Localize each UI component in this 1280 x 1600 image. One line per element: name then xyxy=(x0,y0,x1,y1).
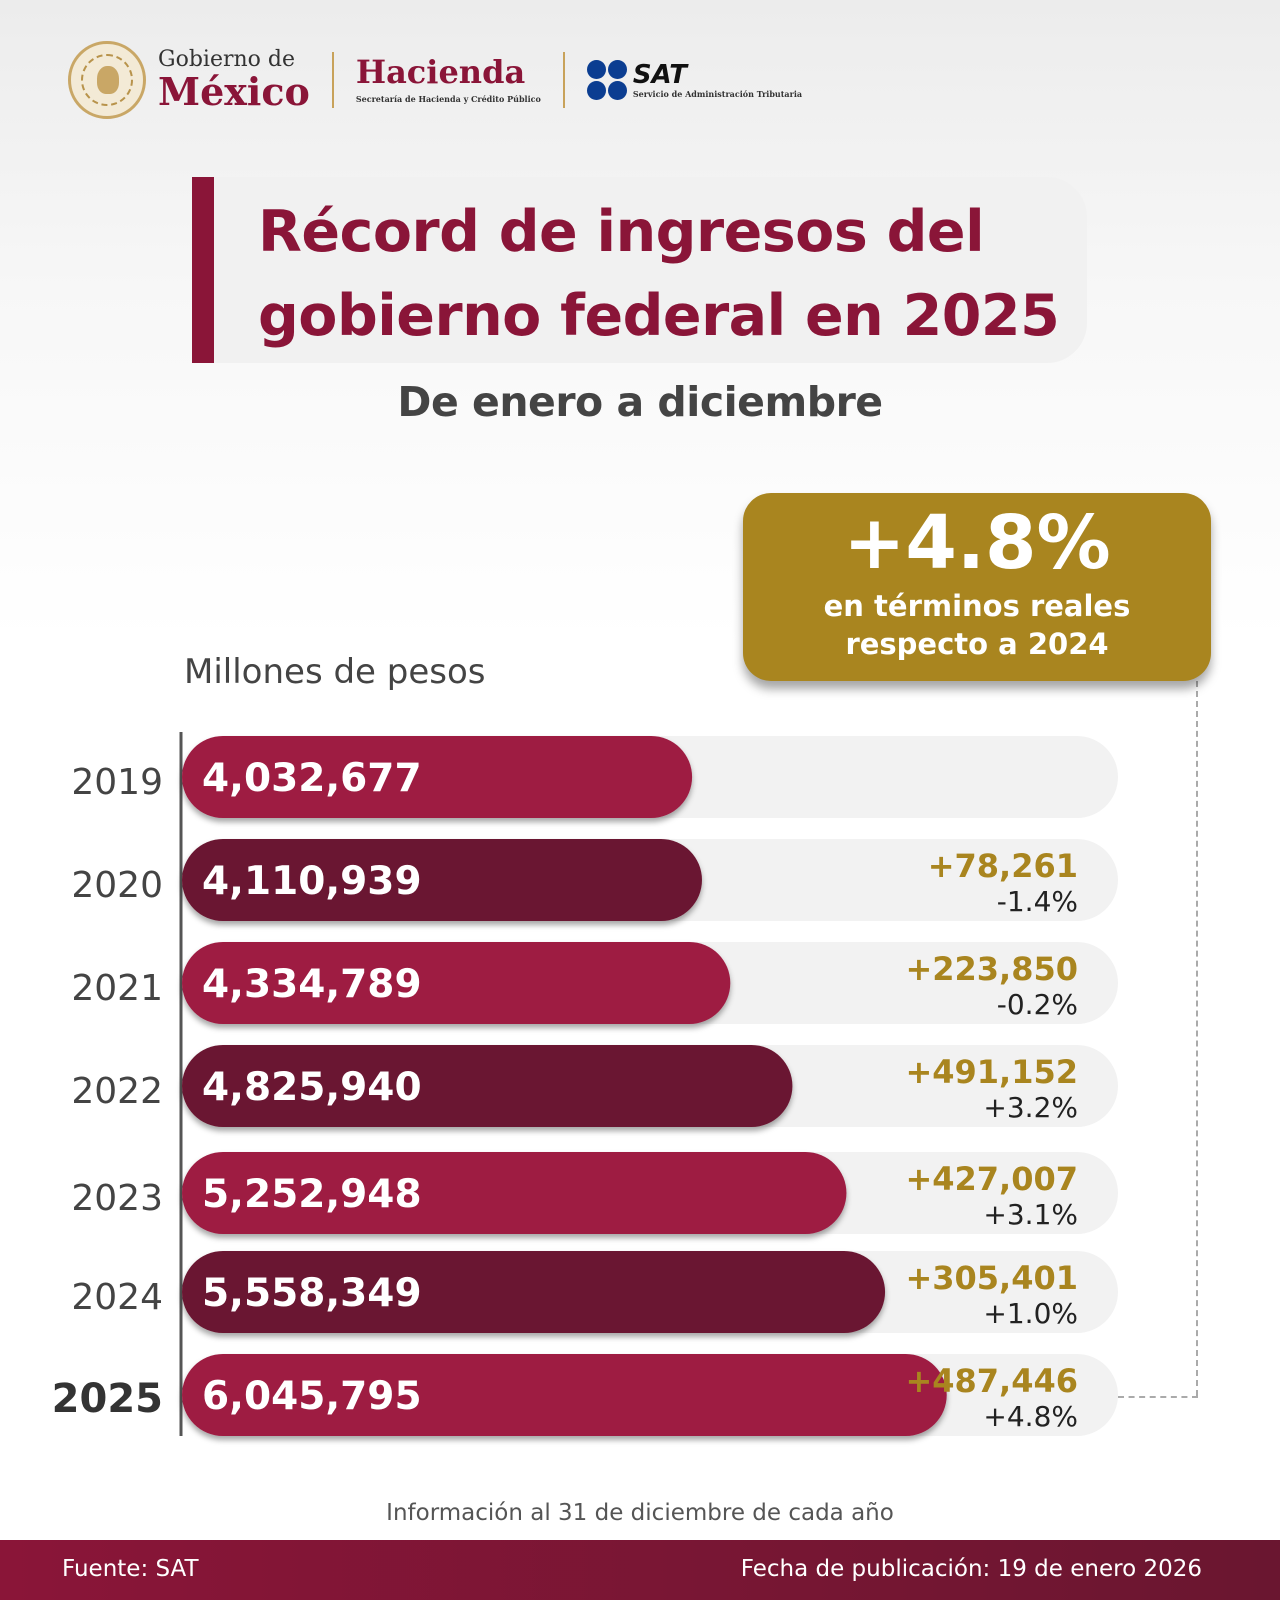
change-absolute-label: +78,261 xyxy=(928,847,1078,885)
bar-track xyxy=(182,1045,1118,1127)
change-absolute-label: +305,401 xyxy=(905,1259,1078,1297)
bar xyxy=(182,1045,793,1127)
growth-highlight-note: en términos reales respecto a 2024 xyxy=(823,589,1131,661)
logo-divider xyxy=(331,52,334,108)
chart-title: Récord de ingresos del gobierno federal … xyxy=(258,190,1078,358)
bar-value-label: 4,334,789 xyxy=(202,962,422,1007)
national-seal-icon xyxy=(68,41,146,119)
bar xyxy=(182,1251,886,1333)
change-percent-label: +1.0% xyxy=(983,1297,1078,1330)
change-absolute-label: +427,007 xyxy=(905,1160,1078,1198)
title-accent-bar xyxy=(192,177,214,363)
footer-bar: Fuente: SAT Fecha de publicación: 19 de … xyxy=(0,1540,1280,1600)
bar-track xyxy=(182,1251,1118,1333)
data-cutoff-note: Información al 31 de diciembre de cada a… xyxy=(386,1500,894,1526)
highlight-connector-horizontal xyxy=(1118,1396,1198,1398)
sat-name: SAT xyxy=(632,60,687,90)
bar xyxy=(182,1152,847,1234)
sat-logo: SAT Servicio de Administración Tributari… xyxy=(586,60,803,100)
bar-track xyxy=(182,942,1118,1024)
header-logos: Gobierno de México Hacienda Secretaría d… xyxy=(68,40,802,120)
axis-unit-label: Millones de pesos xyxy=(184,652,486,692)
year-tick-label: 2021 xyxy=(71,968,163,1009)
change-absolute-label: +223,850 xyxy=(905,950,1078,988)
chart-subtitle: De enero a diciembre xyxy=(397,378,883,426)
highlight-connector-vertical xyxy=(1196,681,1198,1396)
bar-track xyxy=(182,1152,1118,1234)
bar xyxy=(182,736,693,818)
bar-value-label: 4,825,940 xyxy=(202,1065,422,1110)
year-tick-label: 2022 xyxy=(71,1071,163,1112)
gobierno-logo: Gobierno de México xyxy=(158,49,310,111)
bar-value-label: 5,252,948 xyxy=(202,1172,422,1217)
bar-value-label: 6,045,795 xyxy=(202,1374,422,1419)
bar-value-label: 4,110,939 xyxy=(202,859,422,904)
change-absolute-label: +487,446 xyxy=(905,1362,1078,1400)
change-percent-label: -0.2% xyxy=(997,988,1078,1021)
growth-highlight-badge: +4.8% en términos reales respecto a 2024 xyxy=(743,493,1211,681)
hacienda-name: Hacienda xyxy=(355,53,526,91)
bar-value-label: 4,032,677 xyxy=(202,756,422,801)
sat-dots-icon xyxy=(586,60,627,100)
bar-value-label: 5,558,349 xyxy=(202,1271,422,1316)
change-percent-label: -1.4% xyxy=(997,885,1078,918)
change-absolute-label: +491,152 xyxy=(905,1053,1078,1091)
year-tick-label: 2024 xyxy=(71,1277,163,1318)
bar xyxy=(182,1354,947,1436)
hacienda-logo: Hacienda Secretaría de Hacienda y Crédit… xyxy=(356,56,541,104)
title-panel xyxy=(192,177,1087,363)
bar xyxy=(182,839,702,921)
bar xyxy=(182,942,731,1024)
growth-highlight-value: +4.8% xyxy=(843,500,1111,586)
sat-subtitle: Servicio de Administración Tributaria xyxy=(632,89,803,99)
source-label: Fuente: SAT xyxy=(62,1556,199,1582)
year-tick-label: 2025 xyxy=(52,1376,163,1422)
year-tick-label: 2023 xyxy=(71,1178,163,1219)
hacienda-subtitle: Secretaría de Hacienda y Crédito Público xyxy=(355,94,541,104)
chart-title-line1: Récord de ingresos del xyxy=(258,199,985,265)
logo-divider xyxy=(562,52,565,108)
bar-track xyxy=(182,1354,1118,1436)
year-tick-label: 2020 xyxy=(71,865,163,906)
publication-date: Fecha de publicación: 19 de enero 2026 xyxy=(740,1556,1202,1582)
chart-title-line2: gobierno federal en 2025 xyxy=(258,283,1060,349)
change-percent-label: +3.2% xyxy=(983,1091,1078,1124)
gobierno-line1: Gobierno de xyxy=(158,47,295,72)
change-percent-label: +4.8% xyxy=(983,1400,1078,1433)
bar-track xyxy=(182,839,1118,921)
change-percent-label: +3.1% xyxy=(983,1198,1078,1231)
gobierno-line2: México xyxy=(158,69,310,114)
bar-track xyxy=(182,736,1118,818)
year-tick-label: 2019 xyxy=(71,762,163,803)
